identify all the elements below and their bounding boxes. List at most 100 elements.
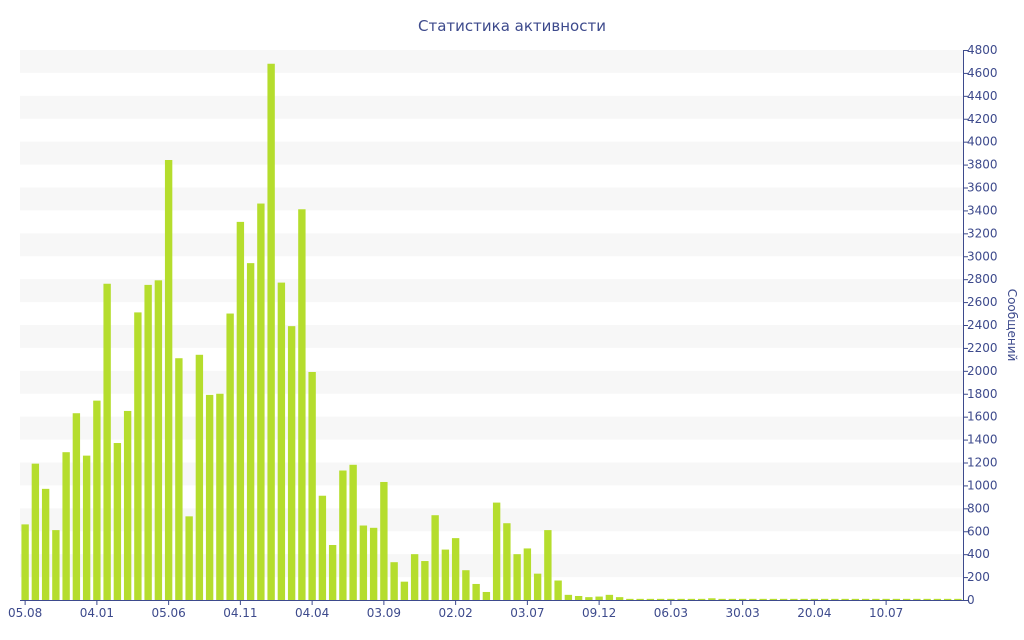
y-tick-label: 1400 [967,433,998,447]
bar [585,597,593,600]
chart-title: Статистика активности [418,17,606,35]
bar [667,598,675,600]
bar [954,598,962,600]
bar [339,470,347,600]
grid-band [20,233,963,257]
bar [154,280,163,600]
bar [513,554,521,600]
y-tick-label: 3600 [967,181,998,195]
bar [390,562,398,600]
bar [257,203,265,601]
bar [544,530,552,600]
y-tick-label: 3400 [967,203,998,217]
bar [841,598,849,600]
y-axis-label: Сообщений [1005,289,1019,362]
bar [164,160,173,600]
y-tick-label: 3200 [967,226,998,240]
bar [892,598,901,600]
x-tick-label: 30.03 [725,606,759,620]
bar [605,594,614,600]
bar [923,598,931,600]
bar [82,455,91,601]
bar [451,538,460,601]
bar [564,594,573,600]
bar [175,358,183,600]
bar [574,595,583,600]
grid-band [20,95,963,119]
bar [533,573,542,600]
y-tick-label: 2400 [967,318,998,332]
y-tick-label: 4000 [967,135,998,149]
bar [810,598,819,600]
bar [359,525,368,600]
bar [441,549,450,600]
bar [861,598,870,600]
bar [615,597,624,600]
bar [872,598,880,600]
bar [820,598,829,600]
x-tick-label: 10.07 [869,606,903,620]
bar [933,598,942,600]
grid-band [20,279,963,303]
bar [113,443,122,600]
bar [380,481,388,600]
bar [410,554,419,600]
grid-band [20,141,963,165]
x-tick-label: 20.04 [797,606,831,620]
y-tick-label: 800 [967,501,990,515]
y-axis-ticks: 0 200 400 600 800 1000 1200 1400 1600 1800 2000 220… [963,43,998,607]
y-tick-label: 2600 [967,295,998,309]
x-tick-label: 04.11 [223,606,257,620]
bar [831,598,839,600]
bar [41,488,50,600]
bar [72,413,81,600]
bar [226,313,234,600]
bar [492,502,501,600]
grid-band [20,554,963,578]
bar [779,598,788,600]
y-tick-label: 1800 [967,387,998,401]
bar [308,371,316,600]
bar [913,598,921,600]
bar [287,326,296,600]
bar [708,598,716,600]
y-tick-label: 2800 [967,272,998,286]
bar [943,598,952,600]
bar [369,527,378,600]
x-tick-label: 04.04 [295,606,329,620]
bar [646,598,655,600]
bar [267,63,275,600]
grid-bands [20,50,963,578]
bar [31,463,40,600]
bar [185,516,193,600]
y-tick-label: 3000 [967,249,998,263]
bar [216,393,224,600]
bar [62,452,70,600]
y-tick-label: 1200 [967,456,998,470]
bar [318,495,327,600]
bar [738,598,747,600]
y-tick-label: 0 [967,593,975,607]
y-tick-label: 600 [967,524,990,538]
bar [749,598,757,600]
x-tick-label: 05.06 [151,606,185,620]
bar [851,598,860,600]
grid-band [20,416,963,440]
bar [677,598,685,600]
bar [349,464,357,600]
bar [462,570,470,600]
bar [656,598,665,600]
x-tick-label: 03.09 [367,606,401,620]
y-tick-label: 400 [967,547,990,561]
y-tick-label: 200 [967,570,990,584]
bar [134,312,142,600]
y-tick-label: 4200 [967,112,998,126]
bar [626,598,634,600]
bar [554,580,562,600]
bar [636,598,644,600]
bar [759,598,767,600]
grid-band [20,462,963,486]
y-tick-label: 1600 [967,410,998,424]
bar [482,591,491,600]
